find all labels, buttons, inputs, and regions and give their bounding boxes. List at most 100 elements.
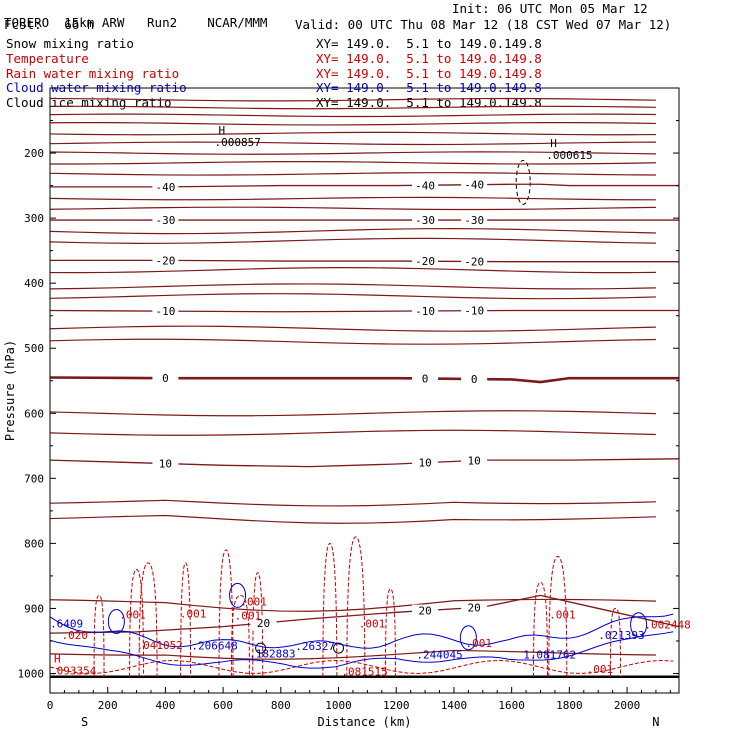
annotation-value: .000857 — [214, 136, 260, 149]
y-tick-label: 800 — [24, 537, 44, 550]
temperature-contour — [49, 514, 656, 524]
isotherm-label-bg — [412, 255, 439, 268]
fcst-label: Fcst: — [4, 17, 42, 32]
model-run: Run2 — [147, 15, 178, 30]
rain-column — [533, 581, 549, 677]
temperature-contour — [49, 429, 656, 436]
field-name-temperature: Temperature — [6, 51, 89, 66]
rain-column — [346, 536, 366, 677]
isotherm-label-bg — [412, 372, 439, 385]
y-tick-label: 200 — [24, 147, 44, 160]
isotherm--20 — [50, 259, 679, 263]
rain-column — [218, 549, 234, 677]
isotherm-label-bg — [152, 457, 179, 470]
rain-column — [230, 594, 250, 677]
rain-band — [49, 659, 674, 674]
isotherm-0 — [49, 376, 679, 384]
annotation-value: 1.081762 — [523, 649, 576, 662]
rain-column — [93, 594, 105, 677]
isotherm-label: -20 — [155, 254, 175, 267]
upper-contour — [49, 196, 656, 201]
isotherm-label: 10 — [159, 458, 172, 471]
y-tick-label: 400 — [24, 277, 44, 290]
field-xy-temperature: XY= 149.0. 5.1 to 149.0.149.8 — [316, 51, 542, 66]
annotation-high-marker: H — [550, 137, 557, 150]
x-tick-label: 1000 — [325, 699, 352, 712]
isotherm-label: -20 — [464, 255, 484, 268]
field-xy-cloud-ice: XY= 149.0. 5.1 to 149.0.149.8 — [316, 95, 542, 110]
isotherm-label: -40 — [415, 179, 435, 192]
isotherm-label-bg — [461, 601, 488, 614]
annotation-value: .020 — [62, 629, 89, 642]
field-xy-rain: XY= 149.0. 5.1 to 149.0.149.8 — [316, 66, 542, 81]
y-tick-label: 300 — [24, 212, 44, 225]
rain-column — [252, 572, 264, 677]
y-tick-label: 700 — [24, 472, 44, 485]
isotherm-label: 20 — [257, 617, 270, 630]
isotherm-label: -10 — [415, 305, 435, 318]
field-name-cloud-ice: Cloud ice mixing ratio — [6, 95, 172, 110]
temperature-contour — [49, 410, 656, 417]
temperature-contour — [49, 649, 656, 660]
annotation-value: .001 — [119, 608, 146, 621]
annotation-value: .041052 — [137, 639, 183, 652]
ice-marker — [255, 642, 267, 654]
x-tick-label: 1400 — [441, 699, 468, 712]
isotherm-label: 0 — [422, 372, 429, 385]
y-axis-label: Pressure (hPa) — [3, 340, 17, 441]
rain-column — [322, 542, 338, 677]
isotherm-label-bg — [461, 178, 488, 191]
isotherm-label: -30 — [415, 214, 435, 227]
annotation-value: .001 — [240, 595, 267, 608]
isotherm--40 — [50, 183, 679, 188]
annotation-value: .206648 — [191, 640, 237, 653]
upper-contour — [49, 206, 656, 211]
temperature-contour — [49, 325, 656, 332]
isotherm-label-bg — [461, 454, 488, 467]
header-line-1: TORERO 15km ARW Run2 NCAR/MMM — [4, 2, 267, 30]
rain-column — [548, 555, 568, 677]
isotherm-label-bg — [250, 617, 277, 630]
x-tick-label: 400 — [155, 699, 175, 712]
y-tick-label: 1000 — [18, 667, 45, 680]
isotherm-label-bg — [461, 304, 488, 317]
field-xy-snow: XY= 149.0. 5.1 to 149.0.149.8 — [316, 36, 542, 51]
isotherm-label-bg — [461, 214, 488, 227]
field-name-snow: Snow mixing ratio — [6, 36, 134, 51]
isotherm-label: 10 — [418, 457, 431, 470]
valid-time: Valid: 00 UTC Thu 08 Mar 12 (18 CST Wed … — [295, 17, 672, 32]
annotation-value: .001 — [465, 637, 492, 650]
isotherm-label-bg — [412, 604, 439, 617]
isotherm-label-bg — [412, 179, 439, 192]
rain-column — [180, 562, 192, 677]
y-tick-label: 500 — [24, 342, 44, 355]
isotherm-label: 20 — [418, 605, 431, 618]
isotherm-label-bg — [152, 305, 179, 318]
init-time: Init: 06 UTC Mon 05 Mar 12 — [452, 1, 648, 16]
temperature-contour — [49, 598, 656, 612]
isotherm-20 — [49, 594, 680, 634]
cloud-water-cell — [630, 612, 648, 638]
rain-column — [610, 607, 622, 677]
upper-contour — [49, 141, 656, 146]
snow-contour — [515, 159, 531, 205]
temperature-contour — [49, 499, 656, 507]
upper-contour — [49, 151, 656, 155]
field-name-rain: Rain water mixing ratio — [6, 66, 180, 81]
temperature-contour — [49, 338, 656, 345]
annotation-value: .000615 — [546, 149, 592, 162]
upper-contour — [49, 131, 656, 136]
x-tick-label: 2000 — [614, 699, 641, 712]
model-org: NCAR/MMM — [207, 15, 268, 30]
isotherm-label: -40 — [155, 181, 175, 194]
y-tick-label: 600 — [24, 407, 44, 420]
x-end-label-south: S — [81, 715, 88, 729]
x-tick-label: 1800 — [556, 699, 583, 712]
annotation-value: .001 — [549, 608, 576, 621]
annotation-value: .001 — [359, 617, 386, 630]
x-tick-label: 1600 — [498, 699, 525, 712]
temperature-contour — [49, 293, 656, 300]
annotation-value: .093354 — [50, 664, 97, 677]
annotation-value: .244045 — [416, 649, 462, 662]
